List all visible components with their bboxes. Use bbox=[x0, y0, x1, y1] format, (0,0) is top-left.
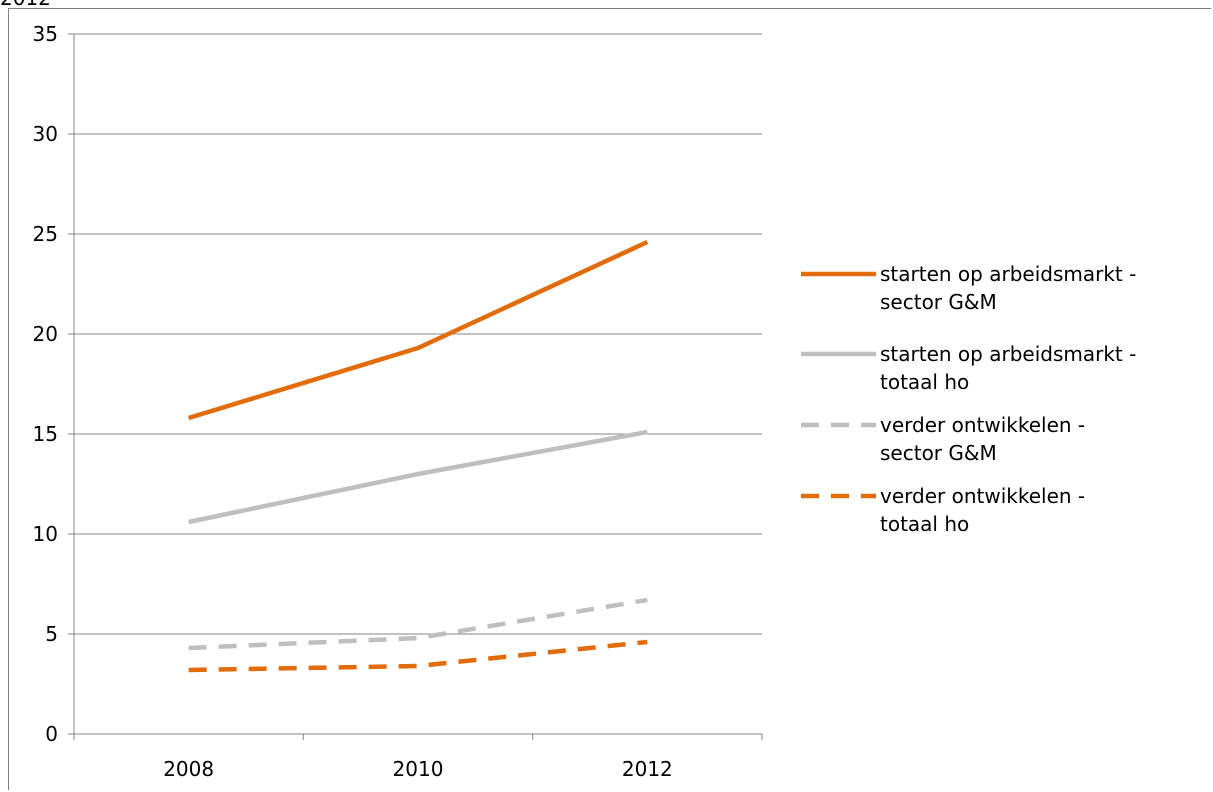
x-tick-label: 2008 bbox=[163, 757, 214, 781]
y-tick-label: 35 bbox=[33, 22, 58, 46]
series-line-3 bbox=[188, 597, 648, 651]
series-line-1 bbox=[188, 239, 649, 421]
legend-label: verder ontwikkelen - bbox=[880, 484, 1085, 508]
x-tick-label: 2010 bbox=[393, 757, 444, 781]
legend-label: sector G&M bbox=[880, 290, 997, 314]
legend-label: totaal ho bbox=[880, 370, 969, 394]
y-tick-label: 5 bbox=[45, 622, 58, 646]
series-line-2 bbox=[188, 429, 648, 525]
y-tick-label: 30 bbox=[33, 122, 58, 146]
legend-label: sector G&M bbox=[880, 441, 997, 465]
legend: starten op arbeidsmarkt - sector G&M start… bbox=[801, 262, 1136, 536]
series-line-4 bbox=[188, 639, 648, 673]
y-tick-label: 25 bbox=[33, 222, 58, 246]
series-lines bbox=[188, 239, 649, 673]
grid-lines bbox=[74, 33, 762, 635]
chart-top-title: 2012 bbox=[0, 0, 51, 10]
axes: 0 5 10 15 20 25 30 35 2008 2010 2012 bbox=[33, 22, 763, 781]
legend-label: starten op arbeidsmarkt - bbox=[880, 262, 1136, 286]
y-tick-label: 10 bbox=[33, 522, 58, 546]
legend-label: starten op arbeidsmarkt - bbox=[880, 342, 1136, 366]
x-tick-label: 2012 bbox=[622, 757, 673, 781]
y-tick-label: 0 bbox=[45, 722, 58, 746]
legend-label: totaal ho bbox=[880, 512, 969, 536]
legend-label: verder ontwikkelen - bbox=[880, 413, 1085, 437]
y-tick-label: 20 bbox=[33, 322, 58, 346]
chart-frame bbox=[8, 8, 1211, 790]
y-tick-label: 15 bbox=[33, 422, 58, 446]
